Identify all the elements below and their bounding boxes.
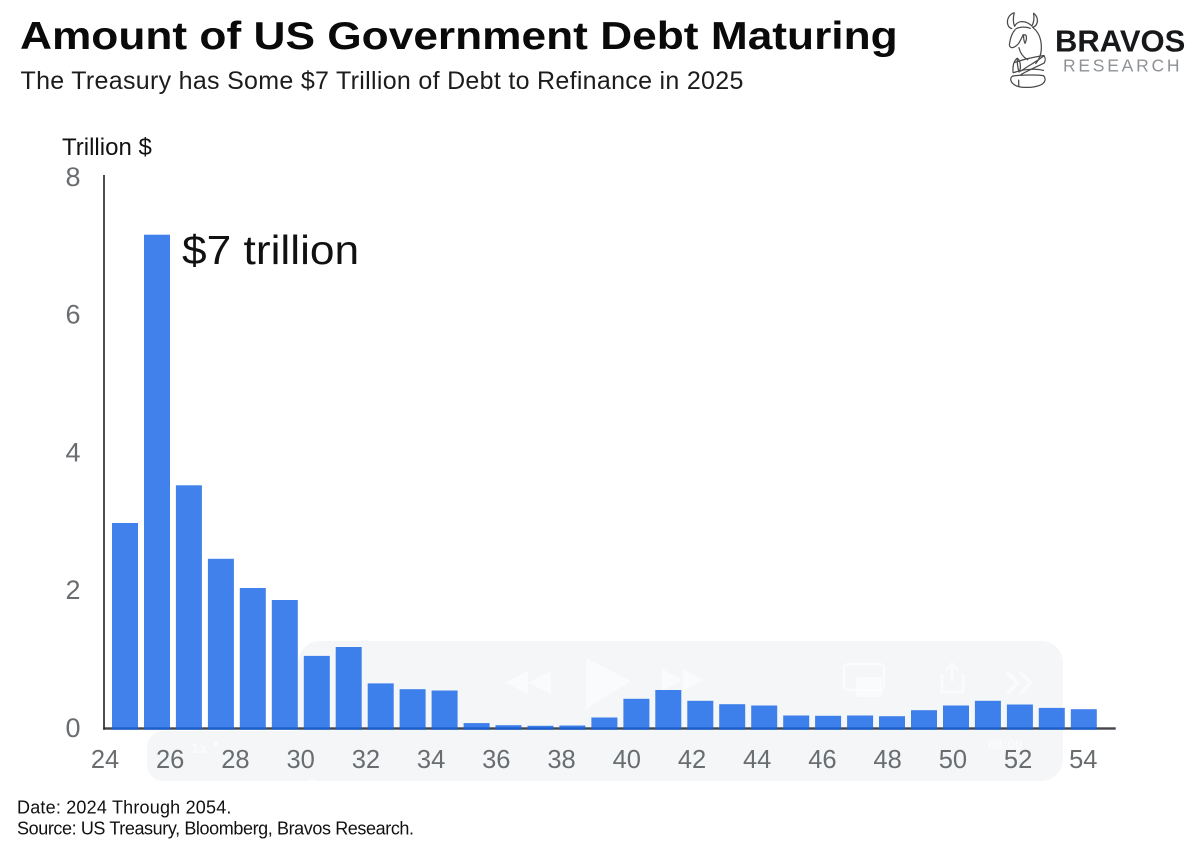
svg-text:46: 46 <box>808 746 836 774</box>
svg-text:Amount of US Government Debt M: Amount of US Government Debt Maturing <box>20 13 898 57</box>
svg-text:38: 38 <box>547 746 575 774</box>
svg-text:48: 48 <box>873 746 901 774</box>
svg-text:30: 30 <box>287 746 315 774</box>
svg-text:08:00: 08:00 <box>988 737 1023 752</box>
svg-text:BRAVOS: BRAVOS <box>1055 24 1185 59</box>
svg-text:Date: 2024 Through 2054.: Date: 2024 Through 2054. <box>17 798 232 818</box>
svg-text:The Treasury has Some $7 Trill: The Treasury has Some $7 Trillion of Deb… <box>21 67 744 95</box>
svg-text:40: 40 <box>613 746 641 774</box>
svg-text:28: 28 <box>221 746 249 774</box>
svg-text:44: 44 <box>743 746 771 774</box>
svg-text:Source: US Treasury, Bloomberg: Source: US Treasury, Bloomberg, Bravos R… <box>17 819 414 839</box>
svg-text:1x: 1x <box>191 740 208 757</box>
svg-text:6: 6 <box>65 300 80 330</box>
svg-text:4: 4 <box>65 437 80 467</box>
svg-text:RESEARCH: RESEARCH <box>1063 56 1182 76</box>
svg-text:8: 8 <box>65 162 80 192</box>
svg-text:$7 trillion: $7 trillion <box>182 227 359 273</box>
svg-text:32: 32 <box>352 746 380 774</box>
svg-text:26: 26 <box>156 746 184 774</box>
svg-text:34: 34 <box>417 746 445 774</box>
svg-text:24: 24 <box>91 746 119 774</box>
svg-text:50: 50 <box>939 746 967 774</box>
svg-text:2: 2 <box>65 575 80 605</box>
svg-text:0: 0 <box>65 713 80 743</box>
svg-text:54: 54 <box>1069 746 1097 774</box>
svg-text:Trillion $: Trillion $ <box>62 134 152 161</box>
svg-text:36: 36 <box>482 746 510 774</box>
svg-text:52: 52 <box>1004 746 1032 774</box>
svg-text:42: 42 <box>678 746 706 774</box>
